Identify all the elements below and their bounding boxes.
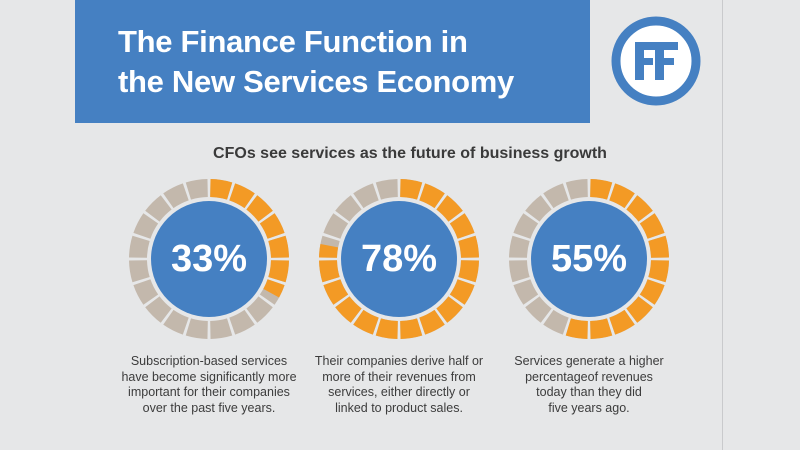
ring-2-filled-segment-11 — [375, 318, 398, 339]
donut-ring-2 — [319, 179, 479, 339]
ring-3-filled-segment-3 — [626, 195, 653, 222]
ring-3-segment-13 — [525, 296, 552, 323]
ring-1-segment-15 — [129, 260, 150, 283]
ring-3-segment-19 — [543, 183, 569, 209]
donut-2-percent-label: 78% — [360, 237, 438, 280]
title-banner — [75, 0, 590, 123]
ring-1-filled-segment-1 — [210, 179, 233, 200]
donut-2-center-circle — [341, 201, 457, 317]
donut-1-percent-label: 33% — [170, 237, 248, 280]
ring-3-filled-segment-1 — [590, 179, 613, 200]
chart-subtitle: CFOs see services as the future of busin… — [213, 145, 607, 162]
caption-1-line-4: over the past five years. — [142, 400, 276, 415]
ring-3-segment-16 — [509, 235, 530, 258]
ring-3-filled-segment-10 — [590, 318, 613, 339]
ring-2-filled-segment-1 — [400, 179, 423, 200]
ring-3-filled-segment-5 — [648, 235, 669, 258]
ring-3-segment-12 — [543, 309, 569, 335]
donut-2-caption: Their companies derive half or more of t… — [299, 354, 499, 416]
ring-3-segment-15 — [509, 260, 530, 283]
ring-1-segment-14 — [133, 279, 159, 305]
donut-chart-3: 55% — [509, 179, 669, 339]
ring-1-segment-16 — [129, 235, 150, 258]
ring-1-filled-segment-3 — [246, 195, 273, 222]
ring-3-segment-17 — [513, 213, 539, 239]
ring-1-filled-segment-7 — [263, 279, 285, 298]
donut-3-center-circle — [531, 201, 647, 317]
ring-2-segment-18 — [335, 195, 362, 222]
ring-1-segment-18 — [145, 195, 172, 222]
ring-2-filled-segment-3 — [436, 195, 463, 222]
caption-2-line-4: linked to product sales. — [335, 400, 463, 415]
right-divider-line — [722, 0, 723, 450]
ring-1-filled-segment-5 — [268, 235, 289, 258]
ring-1-filled-segment-6 — [268, 260, 289, 283]
ring-2-filled-segment-4 — [449, 213, 475, 239]
ring-2-filled-segment-15 — [319, 260, 340, 283]
caption-3-line-2: percentageof revenues — [525, 369, 653, 384]
donut-chart-2: 78% — [319, 179, 479, 339]
caption-3-line-1: Services generate a higher — [514, 354, 664, 368]
donut-3-percent-label: 55% — [550, 237, 628, 280]
caption-1-line-1: Subscription-based services — [130, 354, 288, 368]
ring-1-segment-11 — [185, 318, 208, 339]
caption-2-line-2: more of their revenues from — [322, 369, 476, 384]
caption-3-line-3: today than they did — [536, 385, 642, 399]
ring-1-segment-9 — [229, 309, 255, 335]
ring-1-filled-segment-4 — [259, 213, 285, 239]
ff-logo-icon — [611, 16, 701, 106]
caption-1-line-2: have become significantly more — [121, 369, 297, 384]
ring-1-segment-20 — [185, 179, 208, 200]
ring-3-segment-18 — [525, 195, 552, 222]
ring-1-segment-8 — [246, 296, 273, 323]
ring-1-segment-12 — [163, 309, 189, 335]
ring-2-filled-segment-12 — [353, 309, 379, 335]
ring-3-filled-segment-7 — [639, 279, 665, 305]
ring-2-segment-19 — [353, 183, 379, 209]
ring-2-filled-segment-13 — [335, 296, 362, 323]
donut-1-center-circle — [151, 201, 267, 317]
caption-2-line-3: services, either directly or — [328, 385, 470, 399]
title-line-2: the New Services Economy — [118, 64, 514, 99]
caption-3-line-4: five years ago. — [548, 400, 630, 415]
ring-2-filled-segment-7 — [449, 279, 475, 305]
page-title: The Finance Function in the New Services… — [118, 22, 558, 102]
ring-3-filled-segment-6 — [648, 260, 669, 283]
ring-1-segment-10 — [210, 318, 233, 339]
donut-ring-3 — [509, 179, 669, 339]
ring-2-filled-segment-6 — [458, 260, 479, 283]
caption-2-line-1: Their companies derive half or — [314, 354, 484, 368]
ring-1-filled-segment-2 — [229, 183, 255, 209]
ring-2-filled-segment-2 — [419, 183, 445, 209]
ring-3-segment-14 — [513, 279, 539, 305]
ring-3-segment-20 — [565, 179, 588, 200]
caption-1-line-3: important for their companies — [128, 385, 290, 399]
donut-3-caption: Services generate a higher percentageof … — [489, 354, 689, 416]
ring-2-filled-segment-9 — [419, 309, 445, 335]
ring-1-segment-17 — [133, 213, 159, 239]
title-line-1: The Finance Function in — [118, 24, 468, 59]
ring-3-filled-segment-8 — [626, 296, 653, 323]
ring-2-filled-segment-8 — [436, 296, 463, 323]
ring-3-filled-segment-4 — [639, 213, 665, 239]
ring-2-filled-segment-14 — [323, 279, 349, 305]
ring-2-segment-17 — [323, 213, 349, 239]
ring-1-segment-19 — [163, 183, 189, 209]
ring-2-segment-20 — [375, 179, 398, 200]
ring-3-filled-segment-11 — [565, 318, 588, 339]
ring-1-segment-13 — [145, 296, 172, 323]
donut-chart-1: 33% — [129, 179, 289, 339]
donut-1-caption: Subscription-based services have become … — [109, 354, 309, 416]
ring-3-filled-segment-2 — [609, 183, 635, 209]
ring-2-filled-segment-10 — [400, 318, 423, 339]
donut-ring-1 — [129, 179, 289, 339]
ring-2-filled-segment-5 — [458, 235, 479, 258]
ring-3-filled-segment-9 — [609, 309, 635, 335]
ring-2-filled-segment-16 — [319, 244, 339, 258]
